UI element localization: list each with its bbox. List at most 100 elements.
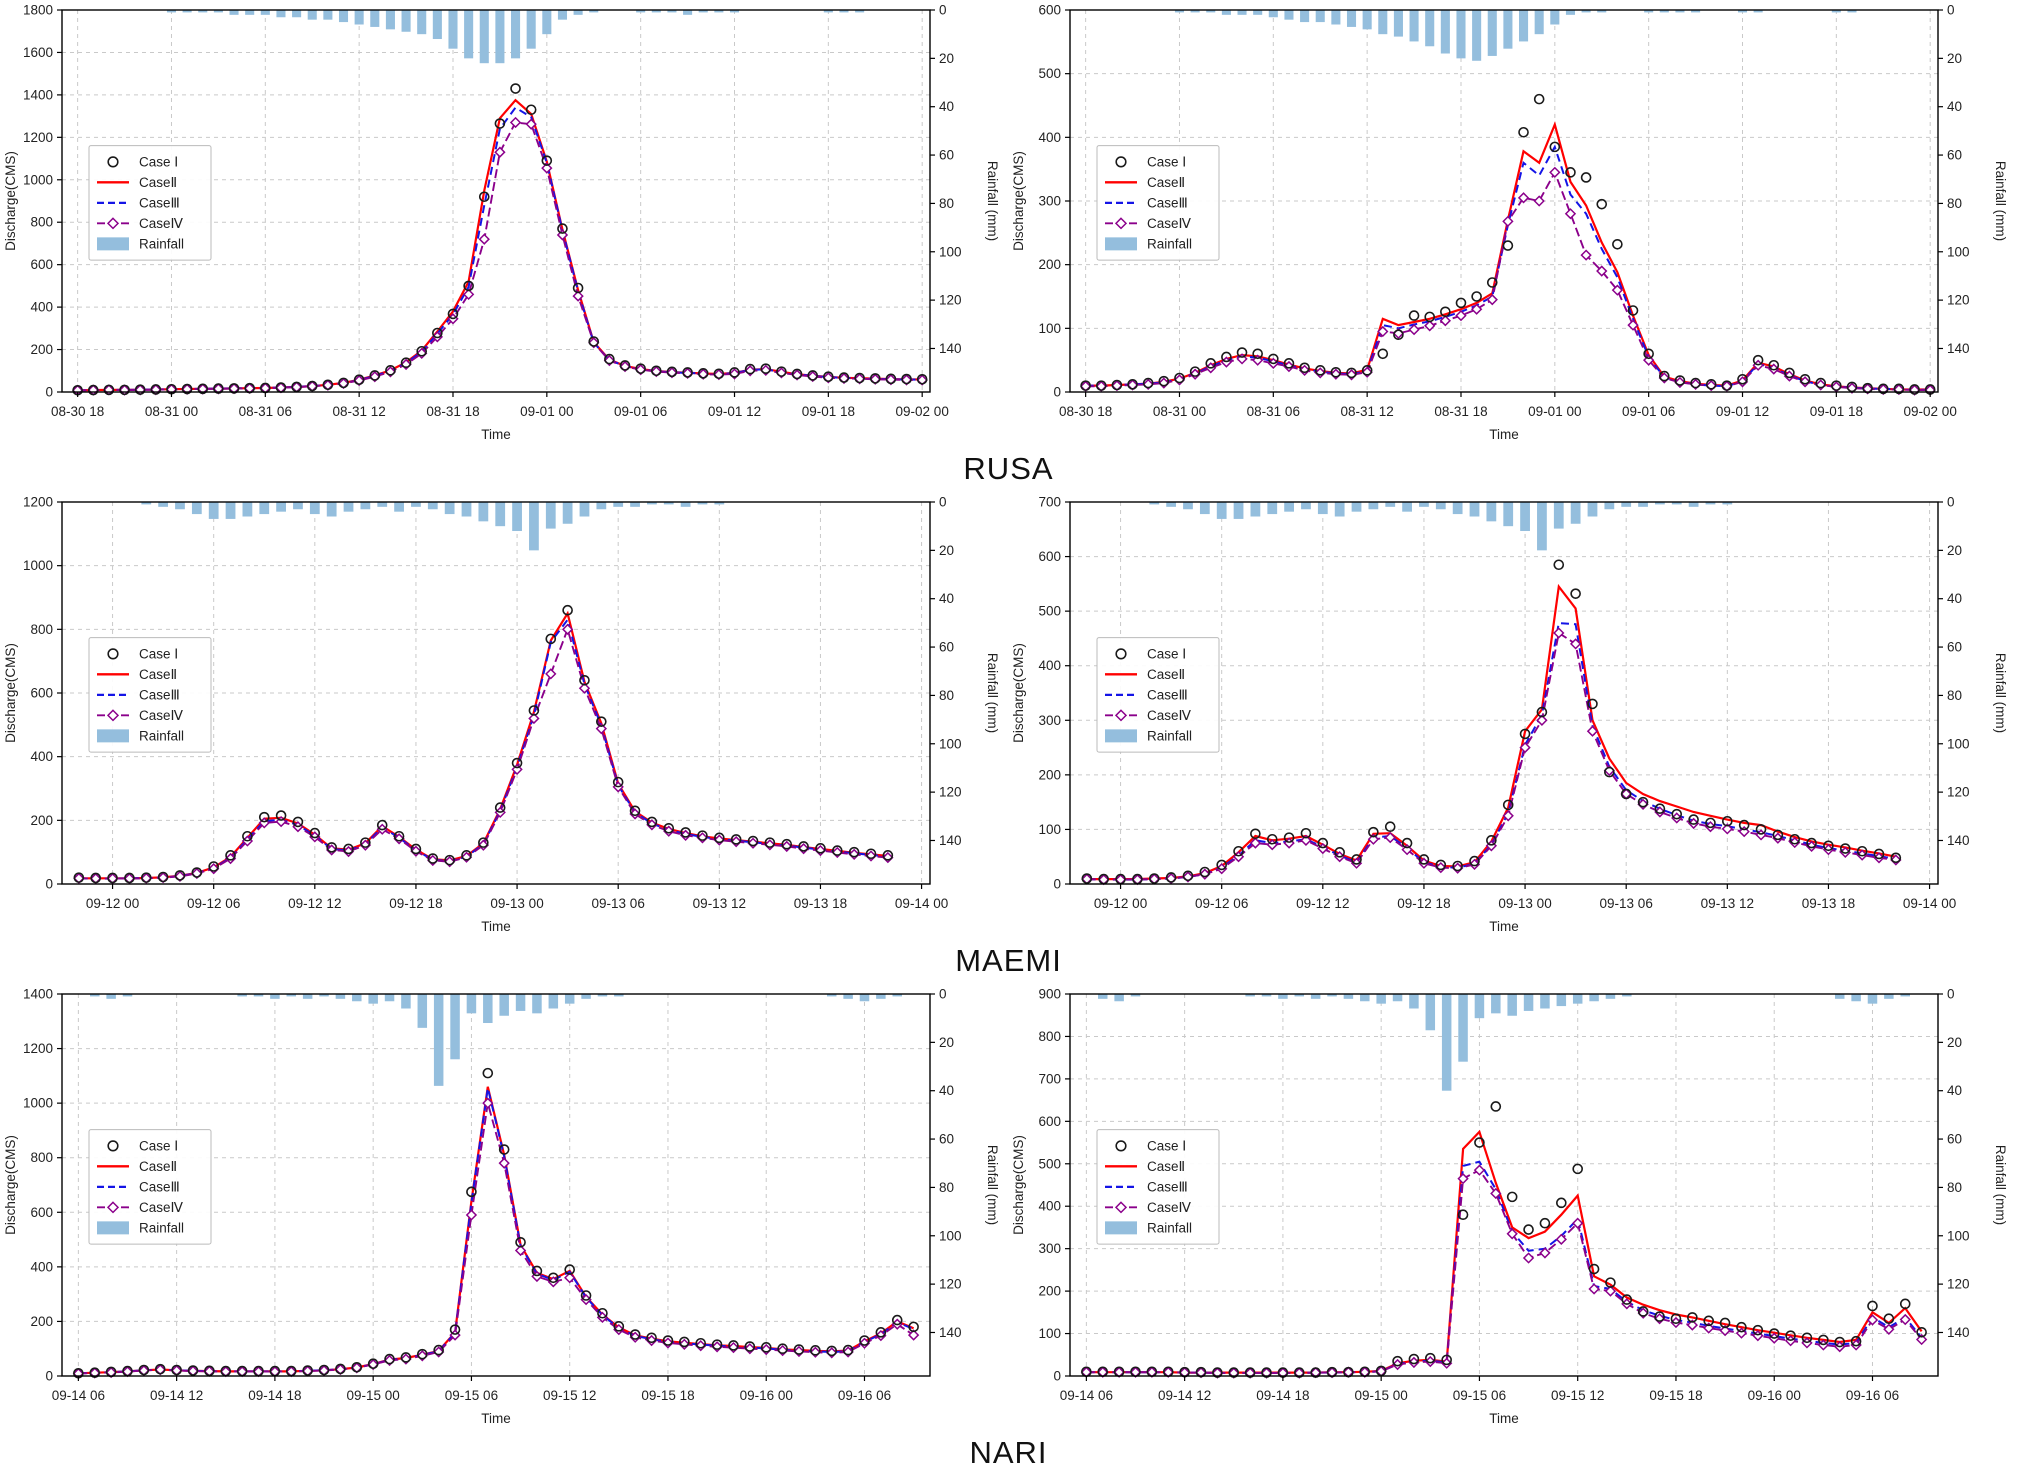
- rainfall-bar: [90, 994, 100, 997]
- chart-cell-nari-right: 0 100 200 300 400 500 600 700 800 900 0 20 40 60 80 100…: [1008, 984, 2016, 1436]
- case1-point: [1553, 559, 1565, 571]
- legend-case1-circle-icon: [107, 648, 119, 660]
- case4-point: [1736, 376, 1749, 388]
- x-tick-label: 09-14 00: [1903, 896, 1956, 911]
- case4-point: [478, 233, 490, 245]
- row-rusa-charts: 0 200 400 600 800 1000 1200 1400 1600 1800 0 20 40 60…: [0, 0, 2017, 452]
- case1-point: [1799, 373, 1811, 385]
- y-left-tick-label: 400: [1038, 1199, 1061, 1214]
- rainfall-bar: [483, 994, 493, 1024]
- legend-case4-diamond-icon: [106, 1201, 120, 1214]
- case1-point: [744, 1341, 756, 1352]
- case1-point: [1244, 1367, 1256, 1378]
- y-right-tick-label: 100: [939, 244, 962, 259]
- rainfall-bar: [1503, 502, 1514, 527]
- case1-point: [1627, 305, 1639, 316]
- chart-rusa-right: 0 100 200 300 400 500 600 0 20 40 60 80 100 120 140 08-…: [1011, 3, 2008, 443]
- x-tick-label: 08-31 12: [333, 404, 386, 419]
- case1-point: [1893, 383, 1905, 395]
- case1-point: [1317, 837, 1329, 849]
- case1-point: [463, 280, 474, 292]
- case1-point: [478, 191, 490, 203]
- rainfall-bar: [1486, 502, 1497, 522]
- rainfall-bar: [319, 994, 329, 997]
- case1-point: [410, 843, 422, 855]
- rainfall-bar: [335, 994, 346, 999]
- rainfall-bar: [384, 994, 395, 1002]
- chart-maemi-right: 0 100 200 300 400 500 600 700 0 20 40 60 80 100 120 140…: [1011, 495, 2008, 935]
- case1-point: [498, 1144, 510, 1155]
- case4-point: [1367, 833, 1380, 845]
- case4-point: [1236, 353, 1248, 365]
- y-left-tick-label: 0: [45, 877, 53, 892]
- axes: 0 100 200 300 400 500 600 700 0 20 40 60 80 100 120 140…: [1011, 495, 2008, 935]
- legend-box: [88, 1129, 212, 1245]
- rainfall-bar: [427, 502, 438, 510]
- case1-point: [107, 872, 118, 884]
- row-nari: 0 200 400 600 800 1000 1200 1400 0 20 40 60 80 100 120…: [0, 984, 2017, 1476]
- case1-point: [697, 368, 709, 379]
- case4-point: [1300, 834, 1312, 847]
- rainfall-bar: [826, 994, 837, 997]
- legend-box: [1096, 145, 1220, 261]
- legend: Case Ⅰ CaseⅡ CaseⅢ CaseⅣ Rainfall: [1096, 637, 1220, 753]
- case1-point: [1330, 366, 1342, 378]
- rainfall-bar: [1268, 10, 1278, 18]
- case4-point: [1298, 364, 1311, 377]
- rainfall-bar: [1149, 502, 1160, 505]
- case1-point: [1834, 1336, 1846, 1348]
- y-right-tick-label: 20: [939, 51, 954, 66]
- case4-point: [326, 844, 338, 856]
- rainfall-bars: [1149, 502, 1733, 551]
- x-tick-label: 09-12 06: [1195, 896, 1248, 911]
- case4-point: [465, 1209, 478, 1221]
- case4-point: [1564, 208, 1577, 220]
- rainfall-bar: [1362, 10, 1372, 30]
- rainfall-bar: [843, 994, 853, 999]
- rainfall-bar: [515, 994, 526, 1011]
- y-left-tick-label: 1400: [23, 87, 53, 102]
- legend-label: Case Ⅰ: [1147, 646, 1186, 661]
- x-axis-title: Time: [481, 919, 511, 934]
- rainfall-bar: [1331, 10, 1341, 25]
- case4-point: [342, 845, 355, 858]
- rainfall-bar: [293, 502, 303, 510]
- x-tick-label: 08-31 00: [1153, 404, 1206, 419]
- rainfall-bar: [417, 10, 427, 35]
- legend-box: [88, 637, 212, 753]
- y-left-tick-label: 0: [45, 385, 53, 400]
- case1-point: [1637, 1306, 1649, 1317]
- y-left-tick-label: 400: [30, 1259, 53, 1274]
- case1-point: [848, 846, 860, 858]
- case1-point: [1580, 172, 1592, 183]
- case1-point: [187, 1365, 199, 1376]
- case4-point: [1611, 284, 1624, 296]
- case4-point: [1553, 627, 1565, 639]
- x-tick-label: 09-13 12: [1701, 896, 1754, 911]
- case4-point: [1517, 192, 1530, 204]
- rainfall-bar: [1534, 10, 1544, 35]
- case1-point: [343, 843, 354, 855]
- case1-point: [1737, 373, 1748, 385]
- rainfall-bar: [1503, 10, 1513, 49]
- case1-point: [1899, 1298, 1911, 1310]
- legend-case1-circle-icon: [107, 1140, 119, 1152]
- case4-point: [1580, 249, 1592, 261]
- chart-nari-left: 0 200 400 600 800 1000 1200 1400 0 20 40 60 80 100 120…: [3, 987, 1000, 1427]
- rainfall-bar: [532, 994, 542, 1014]
- x-tick-label: 09-12 12: [1296, 896, 1349, 911]
- case1-point: [1233, 845, 1244, 857]
- y-right-tick-label: 40: [939, 591, 954, 606]
- y-right-tick-label: 20: [939, 1035, 954, 1050]
- x-tick-label: 09-13 18: [794, 896, 847, 911]
- chart-cell-rusa-left: 0 200 400 600 800 1000 1200 1400 1600 1800 0 20 40 60…: [0, 0, 1008, 452]
- y-right-tick-label: 60: [1947, 640, 1962, 655]
- case1-point: [138, 1364, 150, 1376]
- rainfall-bar: [512, 502, 522, 532]
- rainfall-bar: [1183, 502, 1193, 510]
- case1-point: [1469, 855, 1480, 867]
- case1-point: [545, 633, 557, 645]
- case1-point: [1671, 808, 1683, 820]
- rainfall-bar: [302, 994, 313, 999]
- rainfall-bar: [1233, 502, 1244, 519]
